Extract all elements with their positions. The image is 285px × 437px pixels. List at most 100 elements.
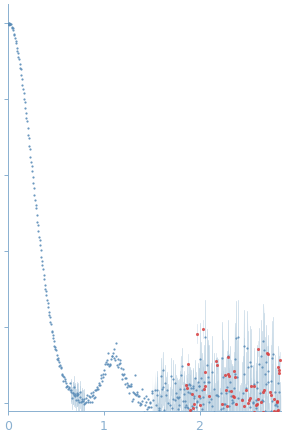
Point [41, 272, 46, 279]
Point [59, 364, 64, 371]
Point [121, 371, 125, 378]
Point [256, 345, 261, 352]
Point [161, 383, 165, 390]
Point [156, 418, 160, 425]
Point [210, 426, 214, 433]
Point [29, 162, 34, 169]
Point [223, 413, 227, 420]
Point [19, 72, 24, 79]
Point [188, 382, 192, 388]
Point [247, 397, 251, 404]
Point [176, 402, 181, 409]
Point [34, 211, 39, 218]
Point [112, 346, 117, 353]
Point [219, 406, 223, 413]
Point [41, 265, 45, 272]
Point [177, 394, 182, 401]
Point [203, 333, 207, 340]
Point [175, 405, 180, 412]
Point [252, 381, 257, 388]
Point [221, 400, 226, 407]
Point [274, 398, 279, 405]
Point [56, 357, 60, 364]
Point [101, 374, 105, 381]
Point [208, 425, 212, 432]
Point [189, 407, 194, 414]
Point [228, 412, 233, 419]
Point [185, 384, 190, 391]
Point [48, 313, 52, 320]
Point [194, 398, 199, 405]
Point [214, 392, 219, 399]
Point [142, 408, 147, 415]
Point [270, 354, 274, 361]
Point [76, 397, 80, 404]
Point [141, 395, 146, 402]
Point [271, 350, 275, 357]
Point [236, 333, 241, 340]
Point [37, 237, 42, 244]
Point [182, 404, 187, 411]
Point [259, 399, 264, 406]
Point [225, 354, 230, 361]
Point [259, 353, 263, 360]
Point [46, 309, 51, 316]
Point [163, 409, 168, 416]
Point [160, 367, 165, 374]
Point [209, 419, 213, 426]
Point [224, 390, 229, 397]
Point [127, 390, 131, 397]
Point [239, 416, 243, 423]
Point [195, 398, 200, 405]
Point [49, 320, 53, 327]
Point [45, 299, 50, 306]
Point [273, 388, 278, 395]
Point [69, 388, 74, 395]
Point [215, 362, 219, 369]
Point [29, 159, 33, 166]
Point [128, 383, 132, 390]
Point [213, 424, 218, 431]
Point [265, 379, 270, 386]
Point [172, 379, 177, 386]
Point [172, 419, 176, 426]
Point [25, 125, 30, 132]
Point [201, 393, 206, 400]
Point [37, 233, 41, 240]
Point [66, 385, 70, 392]
Point [8, 21, 12, 28]
Point [242, 419, 247, 426]
Point [231, 423, 235, 430]
Point [263, 370, 268, 377]
Point [98, 372, 103, 379]
Point [117, 357, 122, 364]
Point [68, 380, 72, 387]
Point [225, 425, 229, 432]
Point [225, 425, 229, 432]
Point [200, 386, 204, 393]
Point [243, 417, 247, 424]
Point [74, 396, 78, 403]
Point [269, 421, 274, 428]
Point [111, 354, 116, 361]
Point [170, 404, 174, 411]
Point [200, 400, 205, 407]
Point [261, 337, 266, 344]
Point [258, 390, 262, 397]
Point [277, 428, 282, 435]
Point [64, 379, 68, 386]
Point [23, 104, 28, 111]
Point [39, 253, 44, 260]
Point [119, 370, 124, 377]
Point [83, 399, 87, 406]
Point [215, 414, 219, 421]
Point [169, 373, 173, 380]
Point [117, 361, 121, 368]
Point [242, 371, 247, 378]
Point [32, 191, 37, 198]
Point [34, 205, 38, 212]
Point [202, 378, 206, 385]
Point [115, 364, 120, 371]
Point [61, 373, 65, 380]
Point [158, 409, 162, 416]
